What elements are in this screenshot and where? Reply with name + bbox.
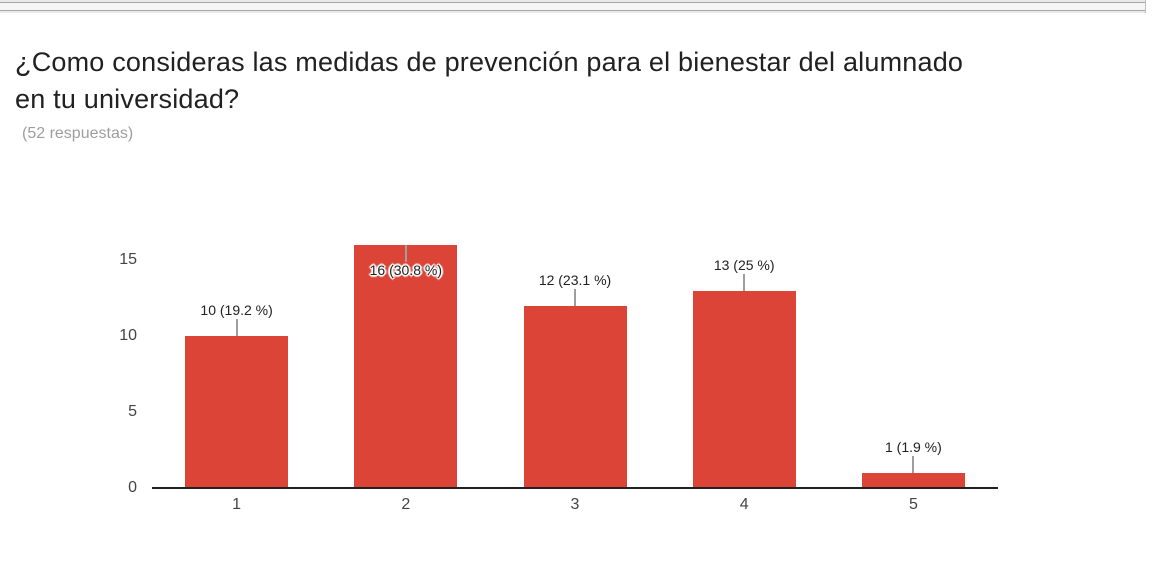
x-axis-label-1: 1 — [232, 496, 242, 513]
annotation-stem-5 — [912, 455, 915, 473]
responses-count: (52 respuestas) — [22, 125, 134, 142]
question-block: ¿Como consideras las medidas de prevenci… — [15, 44, 1145, 143]
annotation-label-4: 13 (25 %) — [713, 256, 775, 273]
x-axis-label-4: 4 — [739, 496, 749, 513]
bar-3[interactable] — [523, 305, 627, 488]
bar-5[interactable] — [861, 472, 965, 488]
annotation-label-3: 12 (23.1 %) — [538, 271, 612, 288]
horizontal-scrollbar-thumb[interactable] — [0, 2, 1145, 11]
bar-4[interactable] — [692, 290, 796, 488]
y-axis-tick-0: 0 — [128, 479, 137, 496]
question-title-line1: ¿Como consideras las medidas de prevenci… — [15, 47, 964, 77]
horizontal-scrollbar[interactable] — [0, 0, 1146, 13]
annotation-label-5: 1 (1.9 %) — [884, 438, 942, 455]
question-title-line2: en tu universidad? — [15, 84, 240, 114]
annotation-stem-1 — [235, 319, 238, 337]
annotation-stem-4 — [743, 273, 746, 291]
x-axis-label-3: 3 — [570, 496, 580, 513]
x-axis-label-2: 2 — [401, 496, 411, 513]
y-axis-tick-5: 5 — [128, 403, 137, 421]
annotation-label-1: 10 (19.2 %) — [200, 302, 273, 319]
y-axis-tick-10: 10 — [119, 327, 137, 345]
y-axis-tick-15: 15 — [119, 251, 137, 269]
question-title: ¿Como consideras las medidas de prevenci… — [15, 44, 1145, 118]
bar-1[interactable] — [185, 336, 289, 488]
annotation-stem-3 — [574, 288, 576, 306]
bar-2[interactable] — [354, 245, 458, 488]
x-axis-label-5: 5 — [908, 496, 918, 513]
